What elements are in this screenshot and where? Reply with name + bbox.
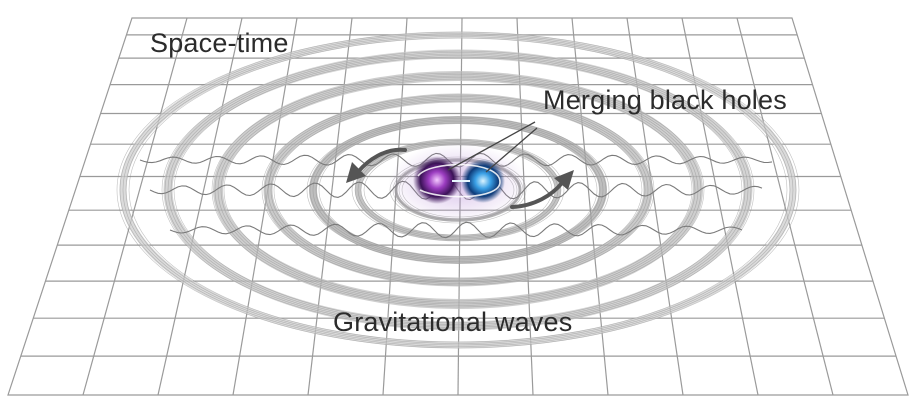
wave-ring-fine-line (264, 96, 652, 284)
wave-ring-fine-line (173, 56, 743, 324)
wave-ring-fine-line (318, 122, 598, 258)
pointer-to-left-hole (447, 121, 536, 171)
wave-ring-fine-line (267, 97, 649, 283)
wave-ring-fine-line (312, 119, 604, 261)
gravitational-wave-rings (116, 31, 800, 349)
wave-ring-fine-line (273, 100, 643, 280)
orbit-path (417, 163, 501, 198)
black-hole-right (461, 159, 505, 203)
wave-ring-fine-line (220, 77, 696, 303)
wave-ring-fine-line (128, 37, 788, 343)
wave-ring-fine-line (214, 74, 702, 306)
wave-ring-fine-line (351, 138, 565, 242)
arrowhead-right-icon (554, 170, 574, 190)
wave-ring-fine-line (261, 94, 655, 286)
wave-ring-fine-line (223, 78, 693, 302)
wave-ring-fine-line (354, 140, 562, 240)
wave-ring-fine-line (161, 50, 755, 330)
wave-ring-fine-line (315, 121, 601, 259)
rotation-arrow-left (356, 147, 407, 174)
wave-ring-fine-line (211, 72, 705, 308)
wave-ring-fine-line (270, 99, 646, 281)
wave-ring-fine-line (164, 52, 752, 328)
rotation-arrow-right (510, 181, 564, 209)
wave-ring-fine-line (125, 36, 791, 344)
wave-ring-fine-line (122, 34, 794, 346)
label-gravitational-waves: Gravitational waves (333, 307, 573, 337)
wave-ring-fine-line (119, 33, 797, 347)
arrowhead-left-icon (346, 162, 366, 183)
wave-ripple-line (169, 221, 743, 239)
label-pointer-lines (447, 121, 538, 173)
grid-line-vertical (82, 17, 188, 396)
rotation-arrows (346, 147, 574, 209)
wave-ring-fine-line (309, 118, 607, 262)
merging-black-holes (388, 143, 528, 223)
pointer-to-right-hole (485, 127, 538, 173)
label-merging-black-holes: Merging black holes (543, 85, 787, 115)
wave-ring-fine-line (167, 53, 749, 327)
label-space-time: Space-time (150, 28, 289, 58)
wave-ring-fine-line (116, 31, 800, 349)
wave-ring-fine-line (306, 116, 610, 264)
wave-ring-fine-line (217, 75, 699, 305)
